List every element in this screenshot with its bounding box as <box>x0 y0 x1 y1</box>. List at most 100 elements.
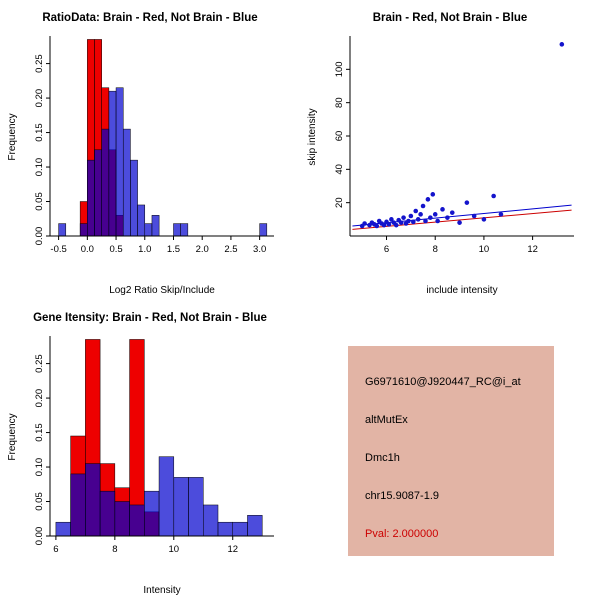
x-tick-label: 2.5 <box>224 244 237 255</box>
hist-bar <box>94 149 102 237</box>
hist-bar <box>114 501 130 537</box>
scatter-point <box>423 218 428 224</box>
gene-intensity-histogram-canvas: 6 8 10 12 0.00 0.05 0.10 0.15 0.20 0.25 <box>34 336 274 555</box>
hist-bar <box>144 223 153 237</box>
scatter-point <box>362 221 367 226</box>
ratio-histogram-canvas: -0.5 0.0 0.5 1.0 1.5 2.0 2.5 3.0 0.00 0.05 0.10 0.1… <box>34 36 274 255</box>
y-tick-label: 0.25 <box>34 54 45 73</box>
hist-bar <box>173 223 181 237</box>
gene-histogram-title: Gene Itensity: Brain - Red, Not Brain - … <box>33 312 267 324</box>
y-tick-label: 20 <box>334 197 345 208</box>
scatter-point <box>415 217 421 222</box>
x-tick-label: 10 <box>479 244 490 255</box>
scatter-point <box>398 220 404 225</box>
x-tick-label: -0.5 <box>50 244 66 255</box>
hist-bar <box>115 87 124 237</box>
chromosome-location-text: chr15.9087-1.9 <box>365 490 439 502</box>
scatter-point <box>420 203 426 209</box>
hist-bar <box>130 159 138 237</box>
x-tick-label: 1.0 <box>138 244 151 255</box>
hist-bar <box>70 473 86 537</box>
gene-info-box: G6971610@J920447_RC@i_at altMutEx Dmc1h … <box>348 346 554 556</box>
scatter-point <box>430 192 436 197</box>
y-tick-label: 100 <box>334 61 345 77</box>
y-tick-label: 0.15 <box>34 423 45 442</box>
scatter-point <box>498 212 504 217</box>
x-tick-label: 8 <box>112 544 117 555</box>
scatter-point <box>381 222 387 228</box>
y-tick-label: 0.10 <box>34 458 45 477</box>
x-tick-label: 12 <box>227 544 238 555</box>
scatter-point <box>432 212 438 217</box>
hist-bar <box>259 223 268 237</box>
scatter-point <box>457 220 462 225</box>
y-tick-label: 0.15 <box>34 123 45 142</box>
y-tick-label: 0.10 <box>34 158 45 177</box>
scatter-point <box>411 219 416 225</box>
hist-bar <box>137 204 146 237</box>
x-tick-label: 6 <box>53 544 58 555</box>
scatter-point <box>386 222 392 227</box>
scatter-point <box>389 217 394 222</box>
scatter-point <box>464 200 470 205</box>
panel-gene-intensity-histogram: Gene Itensity: Brain - Red, Not Brain - … <box>0 300 300 600</box>
x-tick-label: 12 <box>527 244 538 255</box>
hist-bar <box>108 90 117 237</box>
hist-bar <box>232 521 248 537</box>
hist-bar <box>129 504 145 537</box>
hist-bar <box>122 128 131 237</box>
x-tick-label: 0.5 <box>109 244 122 255</box>
panel-gene-info: G6971610@J920447_RC@i_at altMutEx Dmc1h … <box>300 300 600 600</box>
probe-id-text: G6971610@J920447_RC@i_at <box>365 376 521 388</box>
scatter-point <box>401 215 406 220</box>
y-tick-label: 0.20 <box>34 389 45 408</box>
y-tick-label: 0.25 <box>34 354 45 373</box>
event-type-text: altMutEx <box>365 414 408 426</box>
x-tick-label: 8 <box>433 244 438 255</box>
x-tick-label: 1.5 <box>167 244 180 255</box>
panel-intensity-scatter: Brain - Red, Not Brain - Blue skip inten… <box>300 0 600 300</box>
y-tick-label: 0.00 <box>34 227 45 246</box>
x-tick-label: 10 <box>169 544 180 555</box>
hist-bar <box>58 223 67 237</box>
scatter-point <box>435 218 440 224</box>
hist-bar <box>158 456 175 537</box>
hist-bar <box>247 515 263 537</box>
hist-bar <box>101 128 110 237</box>
y-tick-label: 0.20 <box>34 89 45 108</box>
hist-bar <box>173 477 189 537</box>
scatter-point <box>491 193 496 199</box>
scatter-point <box>440 207 445 212</box>
hist-bar <box>99 490 116 537</box>
ratio-histogram-xlabel: Log2 Ratio Skip/Include <box>109 285 215 296</box>
scatter-point <box>374 223 380 229</box>
scatter-point <box>481 217 487 222</box>
gene-histogram-xlabel: Intensity <box>143 585 181 596</box>
hist-bar <box>144 490 160 537</box>
scatter-point <box>449 210 455 215</box>
hist-bar <box>203 504 219 537</box>
scatter-point <box>445 215 450 220</box>
intensity-scatter-canvas: 6 8 10 12 20 40 60 80 100 <box>334 36 574 255</box>
gene-name-text: Dmc1h <box>365 452 400 464</box>
scatter-point <box>559 42 565 47</box>
hist-bar <box>217 521 233 537</box>
scatter-point <box>406 218 411 224</box>
hist-bar <box>180 223 189 237</box>
scatter-title: Brain - Red, Not Brain - Blue <box>372 12 528 24</box>
y-tick-label: 40 <box>334 164 345 175</box>
x-tick-label: 0.0 <box>81 244 94 255</box>
y-tick-label: 0.05 <box>34 192 45 211</box>
hist-bar <box>151 215 160 237</box>
hist-bar <box>85 463 101 537</box>
scatter-point <box>393 222 399 228</box>
scatter-point <box>408 213 414 219</box>
hist-bar <box>87 159 95 237</box>
y-tick-label: 60 <box>334 131 345 142</box>
pval-text: Pval: 2.000000 <box>365 528 439 540</box>
scatter-point <box>418 212 423 217</box>
ratio-histogram-title: RatioData: Brain - Red, Not Brain - Blue <box>42 12 258 24</box>
panel-ratio-histogram: RatioData: Brain - Red, Not Brain - Blue… <box>0 0 300 300</box>
scatter-point <box>413 208 419 214</box>
